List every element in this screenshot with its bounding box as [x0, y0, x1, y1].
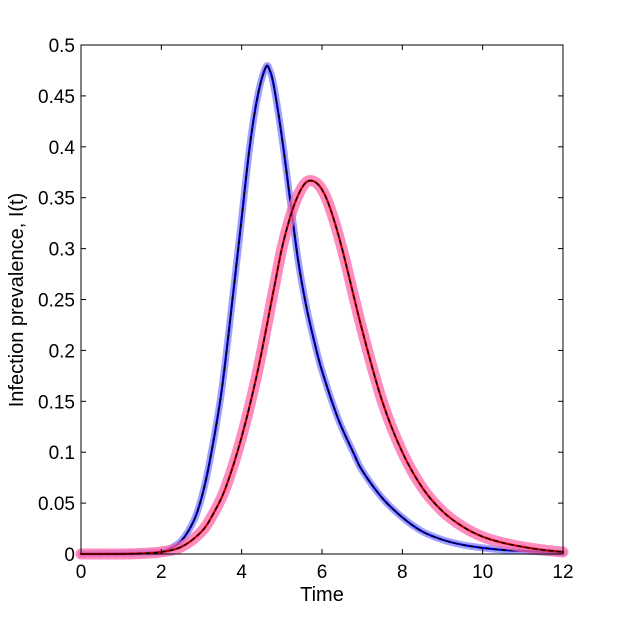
y-tick-label: 0.3 — [49, 240, 75, 261]
y-tick-label: 0.5 — [49, 36, 75, 57]
y-tick-label: 0 — [64, 545, 75, 566]
plot-area — [81, 45, 563, 554]
ticks-layer: 0 2 4 6 8 10 12 0 0.05 0.1 0.15 0.2 0.25 0.3 0.35 0.4 0.… — [38, 36, 574, 583]
x-axis-label: Time — [300, 584, 344, 606]
series-1-reference-line — [80, 65, 564, 555]
x-tick-label: 0 — [76, 562, 87, 583]
x-tick-label: 6 — [317, 562, 328, 583]
y-tick-label: 0.05 — [38, 494, 75, 515]
y-tick-label: 0.15 — [38, 392, 75, 413]
y-tick-label: 0.2 — [49, 341, 75, 362]
y-tick-label: 0.25 — [38, 291, 75, 312]
series-2-reference-line — [80, 179, 564, 555]
y-tick-label: 0.1 — [49, 443, 75, 464]
x-tick-label: 2 — [156, 562, 167, 583]
x-tick-label: 12 — [552, 562, 573, 583]
y-tick-label: 0.4 — [49, 138, 76, 159]
y-axis-label: Infection prevalence, I(t) — [6, 193, 28, 408]
y-tick-label: 0.45 — [38, 87, 75, 108]
x-tick-label: 10 — [472, 562, 493, 583]
x-tick-label: 4 — [236, 562, 247, 583]
y-tick-label: 0.35 — [38, 189, 75, 210]
series-layer — [75, 62, 569, 560]
x-tick-label: 8 — [397, 562, 408, 583]
plot-frame — [80, 44, 564, 555]
